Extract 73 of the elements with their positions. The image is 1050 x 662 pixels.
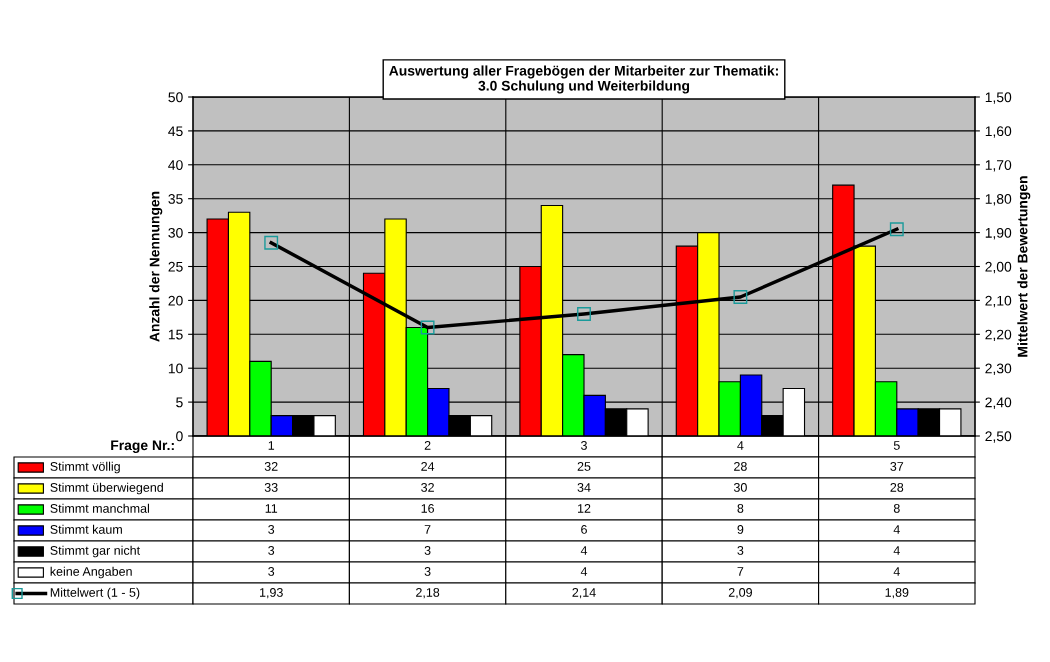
data-label: 3: [268, 546, 275, 555]
y-tick-label: 50: [168, 92, 183, 103]
data-label: 8: [893, 504, 900, 513]
data-label: 3: [424, 546, 431, 555]
x-tick-label: 5: [893, 441, 900, 450]
legend-label: Mittelwert (1 - 5): [50, 587, 140, 600]
data-label: 2,18: [416, 588, 440, 599]
data-label: 6: [581, 525, 587, 534]
x-tick-label: 2: [424, 441, 431, 450]
data-label: 28: [734, 462, 747, 471]
y2-tick-label: 1,90: [985, 227, 1012, 240]
y-tick-label: 45: [168, 126, 183, 137]
data-label: 37: [890, 462, 904, 471]
data-label: 3: [737, 546, 744, 555]
data-label: 25: [577, 462, 591, 471]
data-label: 9: [737, 525, 744, 534]
data-label: 4: [580, 567, 588, 576]
data-label: 34: [577, 483, 591, 492]
data-label: 1,89: [885, 588, 909, 599]
chart-title: Auswertung aller Fragebögen der Mitarbeiter zur Thematik: 3.0 Schulung und Weiterbildung: [389, 65, 778, 94]
data-label: 12: [578, 504, 591, 513]
data-label: 2,14: [572, 588, 596, 599]
y2-tick-label: 2,50: [985, 431, 1012, 443]
y2-tick-label: 2,20: [985, 329, 1012, 342]
legend-label: Stimmt gar nicht: [50, 545, 141, 558]
data-label: 4: [893, 567, 900, 576]
legend-label: Stimmt kaum: [50, 524, 122, 534]
x-tick-label: 3: [581, 441, 587, 450]
legend-label: Stimmt völlig: [50, 461, 120, 474]
y-tick-label: 20: [168, 295, 183, 306]
data-label: 32: [421, 483, 434, 492]
data-label: 3: [268, 525, 275, 534]
data-label: 28: [890, 483, 904, 492]
data-label: 7: [737, 567, 744, 576]
data-label: 2,09: [728, 588, 752, 599]
data-label: 4: [580, 546, 588, 555]
y-axis-title: Anzahl der Nennungen: [149, 191, 163, 342]
data-label: 3: [268, 567, 275, 576]
y-tick-label: 0: [176, 431, 183, 442]
y2-tick-label: 2,30: [985, 363, 1012, 376]
y-tick-label: 15: [168, 329, 183, 340]
y2-tick-label: 1,80: [985, 194, 1012, 206]
data-label: 16: [421, 504, 434, 513]
y-tick-label: 30: [168, 227, 183, 238]
y2-tick-label: 2,10: [985, 295, 1012, 308]
y-tick-label: 35: [168, 194, 183, 204]
legend-label: keine Angaben: [50, 566, 132, 579]
data-label: 4: [893, 525, 900, 534]
y2-tick-label: 2,00: [985, 261, 1012, 274]
y-tick-label: 5: [176, 397, 183, 408]
y-tick-label: 10: [168, 363, 183, 374]
y2-tick-label: 1,60: [985, 126, 1012, 138]
y2-tick-label: 2,40: [985, 397, 1012, 409]
legend-label: Stimmt manchmal: [50, 503, 149, 513]
x-axis-title: Frage Nr.:: [111, 440, 174, 453]
data-label: 1,93: [259, 588, 283, 599]
x-tick-label: 4: [737, 441, 744, 450]
data-label: 24: [421, 462, 435, 471]
legend-label: Stimmt überwiegend: [50, 482, 163, 495]
y2-tick-label: 1,70: [985, 160, 1012, 172]
data-label: 32: [264, 462, 278, 471]
data-label: 11: [265, 504, 278, 513]
y2-tick-label: 1,50: [985, 92, 1012, 104]
y2-axis-title: Mittelwert der Bewertungen: [1017, 176, 1031, 357]
data-label: 30: [733, 483, 747, 492]
y-tick-label: 40: [168, 160, 183, 170]
data-label: 33: [264, 483, 278, 492]
data-label: 4: [893, 546, 900, 555]
x-tick-label: 1: [268, 441, 275, 450]
data-label: 3: [424, 567, 431, 576]
y-tick-label: 25: [168, 261, 183, 272]
data-label: 8: [737, 504, 744, 513]
data-label: 7: [424, 525, 431, 534]
